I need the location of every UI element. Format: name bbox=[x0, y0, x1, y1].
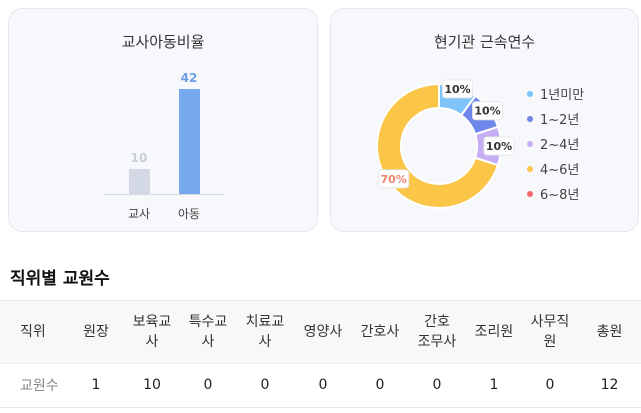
donut-slice-label: 10% bbox=[442, 79, 474, 99]
tenure-card-title: 현기관 근속연수 bbox=[433, 33, 536, 51]
table-header-cell: 원장 bbox=[68, 301, 124, 363]
legend-item: 1년미만 bbox=[527, 81, 584, 106]
table-cell: 1 bbox=[68, 362, 124, 408]
tenure-legend: 1년미만 1~2년 2~4년 4~6년 6~8년 bbox=[527, 81, 584, 206]
svg-text:10%: 10% bbox=[474, 105, 500, 118]
bar-value-label: 42 bbox=[180, 71, 198, 85]
legend-dot-icon bbox=[527, 190, 533, 197]
legend-label: 2~4년 bbox=[540, 138, 580, 153]
table-body: 교원수 1 10 0 0 0 0 0 1 0 12 bbox=[0, 362, 641, 408]
table-header-row: 직위 원장 보육교 사 특수교 사 치료교 사 영양사 간호사 간호 조무사 조리원 사무직 원 총원 bbox=[0, 301, 641, 363]
table-header-cell: 보육교 사 bbox=[124, 301, 180, 363]
table-header-cell: 영양사 bbox=[294, 301, 352, 363]
bar-0 bbox=[128, 169, 150, 194]
legend-label: 1~2년 bbox=[540, 113, 580, 128]
table-header-cell: 치료교 사 bbox=[236, 301, 294, 363]
table-header-cell: 간호 조무사 bbox=[408, 301, 466, 363]
table-row: 교원수 1 10 0 0 0 0 0 1 0 12 bbox=[0, 362, 641, 408]
tenure-card: 현기관 근속연수 10% 10% 10% 70% 1년미만 1~2년 2~4년 4~6년 6~… bbox=[330, 8, 639, 232]
teacher-child-ratio-card: 교사아동비율 10 교사 42 아동 bbox=[8, 8, 318, 232]
table-cell: 10 bbox=[124, 362, 180, 408]
table-cell: 0 bbox=[352, 362, 408, 408]
table-header-cell: 사무직 원 bbox=[522, 301, 578, 363]
table-cell: 교원수 bbox=[0, 362, 68, 408]
table-cell: 1 bbox=[466, 362, 522, 408]
legend-label: 1년미만 bbox=[540, 88, 585, 103]
tenure-donut-chart: 10% 10% 10% 70% bbox=[376, 79, 515, 209]
table-header-cell: 조리원 bbox=[466, 301, 522, 363]
legend-item: 4~6년 bbox=[527, 156, 584, 181]
legend-item: 2~4년 bbox=[527, 131, 584, 156]
bar-1 bbox=[178, 89, 200, 194]
staff-table: 직위 원장 보육교 사 특수교 사 치료교 사 영양사 간호사 간호 조무사 조리원 사무직 원 총원 교원수… bbox=[0, 301, 641, 408]
bar-axis-line bbox=[104, 194, 224, 195]
legend-label: 4~6년 bbox=[540, 163, 580, 178]
legend-dot-icon bbox=[527, 90, 533, 97]
svg-text:70%: 70% bbox=[381, 173, 407, 186]
table-header-cell: 총원 bbox=[578, 301, 641, 363]
legend-label: 6~8년 bbox=[540, 188, 580, 203]
table-cell: 0 bbox=[180, 362, 236, 408]
legend-item: 6~8년 bbox=[527, 181, 584, 206]
donut-slice-label: 70% bbox=[378, 169, 410, 189]
table-cell: 0 bbox=[294, 362, 352, 408]
bar-category-label: 아동 bbox=[177, 207, 201, 221]
table-top-divider bbox=[0, 300, 641, 301]
legend-dot-icon bbox=[527, 165, 533, 172]
table-cell: 0 bbox=[408, 362, 466, 408]
table-header-cell: 특수교 사 bbox=[180, 301, 236, 363]
legend-item: 1~2년 bbox=[527, 106, 584, 131]
bar-value-label: 10 bbox=[130, 151, 148, 165]
table-cell: 0 bbox=[522, 362, 578, 408]
table-cell: 0 bbox=[236, 362, 294, 408]
legend-dot-icon bbox=[527, 140, 533, 147]
bar-category-label: 교사 bbox=[127, 207, 151, 221]
donut-slice-label: 10% bbox=[483, 136, 515, 156]
svg-text:10%: 10% bbox=[444, 83, 470, 96]
svg-text:10%: 10% bbox=[486, 140, 512, 153]
table-cell: 12 bbox=[578, 362, 641, 408]
donut-slice-label: 10% bbox=[472, 101, 504, 121]
staff-section-title: 직위별 교원수 bbox=[10, 269, 110, 289]
table-header-cell: 직위 bbox=[0, 301, 68, 363]
table-header-cell: 간호사 bbox=[352, 301, 408, 363]
legend-dot-icon bbox=[527, 115, 533, 122]
ratio-card-title: 교사아동비율 bbox=[121, 33, 205, 51]
